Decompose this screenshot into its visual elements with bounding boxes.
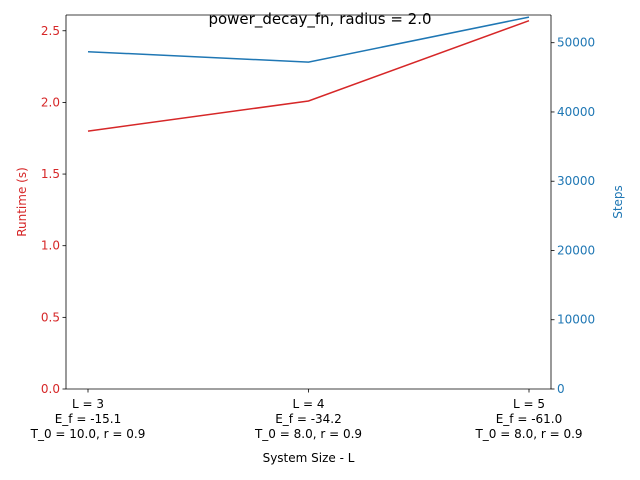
left-axis-label: Runtime (s) [15, 167, 29, 237]
right-tick-label: 30000 [557, 174, 595, 188]
series-line-left [87, 19, 530, 132]
x-axis-label: System Size - L [263, 451, 355, 465]
series-layer [87, 16, 530, 132]
right-tick-label: 10000 [557, 313, 595, 327]
series-line-right [87, 16, 530, 63]
left-tick-label: 1.0 [41, 239, 60, 253]
x-tick-label-line: L = 4 [292, 397, 324, 411]
x-tick-label-line: T_0 = 10.0, r = 0.9 [30, 427, 146, 441]
left-tick-label: 2.5 [41, 24, 60, 38]
x-tick-label-line: E_f = -15.1 [55, 412, 122, 426]
x-tick-label-line: T_0 = 8.0, r = 0.9 [254, 427, 362, 441]
left-tick-label: 2.0 [41, 95, 60, 109]
x-tick-label-line: L = 5 [513, 397, 545, 411]
x-tick-label: L = 4 E_f = -34.2 T_0 = 8.0, r = 0.9 [254, 397, 362, 441]
right-tick-label: 50000 [557, 36, 595, 50]
left-tick-label: 1.5 [41, 167, 60, 181]
x-tick-label: L = 5 E_f = -61.0 T_0 = 8.0, r = 0.9 [474, 397, 582, 441]
x-tick-label-line: L = 3 [72, 397, 104, 411]
left-tick-label: 0.5 [41, 310, 60, 324]
right-tick-label: 40000 [557, 105, 595, 119]
x-tick-label-line: T_0 = 8.0, r = 0.9 [474, 427, 582, 441]
x-tick-label-line: E_f = -61.0 [496, 412, 563, 426]
axes-layer: 0.0 0.5 1.0 1.5 2.0 2.5 0 10000 20000 30000 40000 5… [30, 14, 595, 441]
x-tick-label: L = 3 E_f = -15.1 T_0 = 10.0, r = 0.9 [30, 397, 146, 441]
right-axis-label: Steps [611, 185, 625, 219]
right-tick-label: 0 [557, 382, 565, 396]
right-tick-label: 20000 [557, 243, 595, 257]
left-tick-label: 0.0 [41, 382, 60, 396]
chart-title: power_decay_fn, radius = 2.0 [208, 10, 431, 29]
x-tick-label-line: E_f = -34.2 [275, 412, 342, 426]
